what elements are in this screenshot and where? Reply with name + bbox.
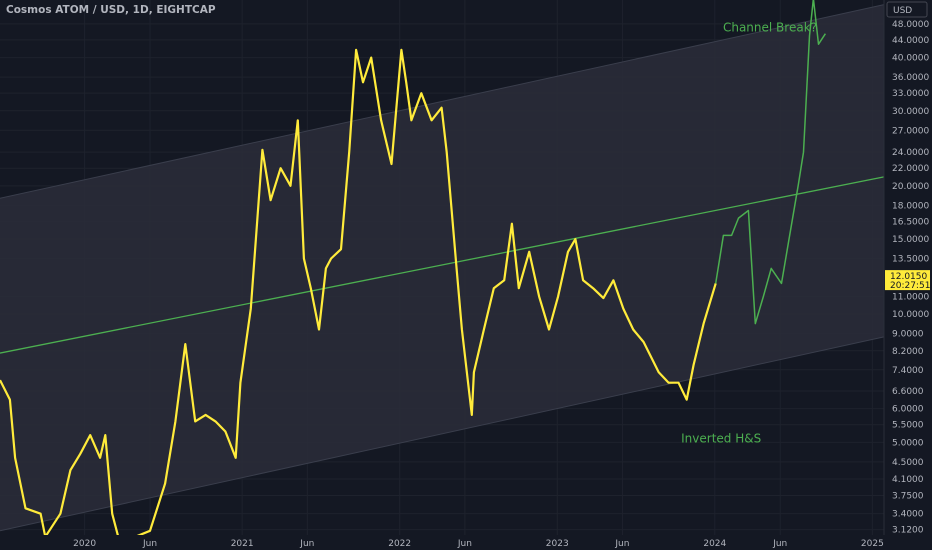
last-price-countdown: 20:27:51 (890, 281, 930, 291)
y-tick-label: 27.0000 (892, 126, 929, 136)
currency-label: USD (893, 6, 912, 16)
y-tick-label: 48.0000 (892, 20, 929, 30)
x-tick-label: 2021 (231, 539, 254, 549)
x-tick-label: 2024 (703, 539, 726, 549)
y-tick-label: 20.0000 (892, 182, 929, 192)
y-tick-label: 4.1000 (892, 475, 924, 485)
x-tick-label: 2023 (546, 539, 569, 549)
x-tick-label: 2025 (861, 539, 884, 549)
y-tick-label: 33.0000 (892, 89, 929, 99)
price-line-1 (714, 0, 827, 325)
y-tick-label: 13.5000 (892, 255, 929, 265)
y-tick-label: 6.0000 (892, 405, 924, 415)
annotation-label: Inverted H&S (681, 431, 761, 445)
y-tick-label: 5.0000 (892, 438, 924, 448)
x-tick-label: 2022 (388, 539, 411, 549)
y-tick-label: 15.0000 (892, 235, 929, 245)
x-tick-label: Jun (142, 539, 157, 549)
channel-middle-line (0, 176, 885, 354)
last-price-value: 12.0150 (890, 272, 927, 282)
y-tick-label: 24.0000 (892, 148, 929, 158)
annotation-label: Channel Break? (723, 21, 817, 35)
channel-upper-line (0, 4, 885, 199)
y-tick-label: 3.4000 (892, 510, 924, 520)
y-tick-label: 6.6000 (892, 387, 924, 397)
y-tick-label: 4.5000 (892, 458, 924, 468)
y-tick-label: 5.5000 (892, 421, 924, 431)
y-tick-label: 36.0000 (892, 73, 929, 83)
y-tick-label: 9.0000 (892, 330, 924, 340)
x-tick-label: Jun (299, 539, 314, 549)
currency-button[interactable] (886, 1, 928, 18)
chart-title: Cosmos ATOM / USD, 1D, EIGHTCAP (6, 4, 216, 16)
x-tick-label: Jun (772, 539, 787, 549)
x-tick-label: Jun (457, 539, 472, 549)
time-axis (0, 535, 884, 550)
y-tick-label: 10.0000 (892, 310, 929, 320)
y-tick-label: 22.0000 (892, 164, 929, 174)
y-tick-label: 8.2000 (892, 347, 924, 357)
channel-lower-line (0, 336, 885, 532)
y-tick-label: 16.5000 (892, 217, 929, 227)
y-tick-label: 30.0000 (892, 107, 929, 117)
channel-fill (0, 4, 884, 531)
y-tick-label: 11.0000 (892, 292, 929, 302)
x-tick-label: Jun (614, 539, 629, 549)
y-tick-label: 18.0000 (892, 201, 929, 211)
last-price-badge (885, 270, 930, 291)
y-tick-label: 7.4000 (892, 366, 924, 376)
y-tick-label: 44.0000 (892, 36, 929, 46)
y-tick-label: 3.7500 (892, 492, 924, 502)
y-tick-label: 3.1200 (892, 526, 924, 536)
x-tick-label: 2020 (73, 539, 96, 549)
y-tick-label: 40.0000 (892, 54, 929, 64)
